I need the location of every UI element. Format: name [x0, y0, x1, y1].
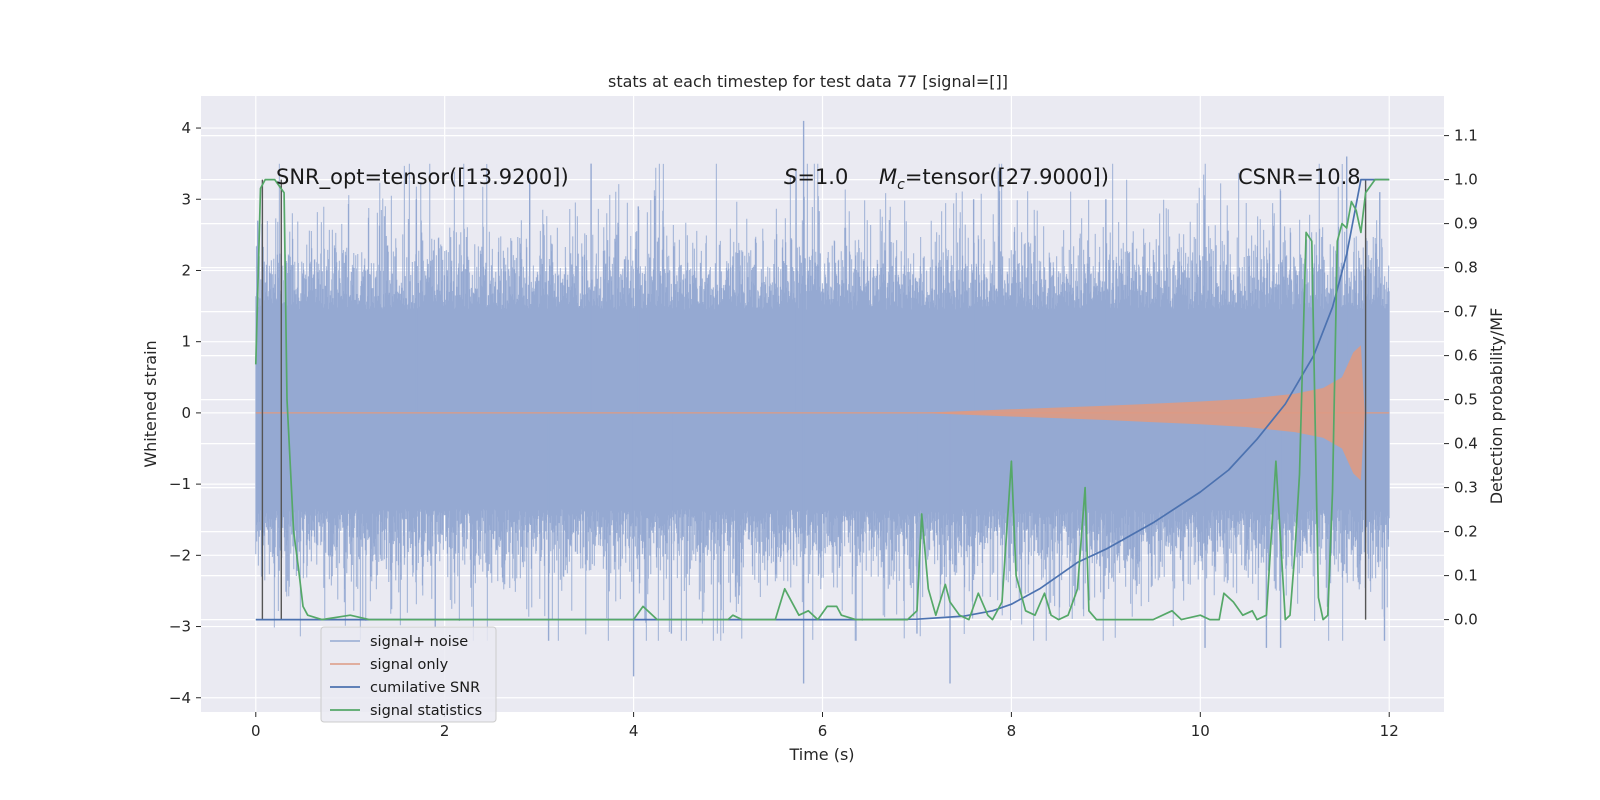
x-tick-label: 4	[629, 722, 639, 740]
right-tick-label: 0.6	[1454, 347, 1478, 365]
legend-entry: signal statistics	[370, 703, 482, 719]
x-tick-label: 8	[1007, 722, 1017, 740]
signal-statistics-line	[254, 178, 1390, 621]
y-tick-label: −2	[169, 546, 191, 564]
right-tick-label: 0.5	[1454, 391, 1478, 409]
x-tick-label: 10	[1191, 722, 1210, 740]
right-tick-label: 0.3	[1454, 479, 1478, 497]
legend-box	[320, 626, 497, 723]
csnr-annotation: CSNR=10.8	[1238, 165, 1361, 189]
x-tick-label: 6	[818, 722, 828, 740]
mc-value: =tensor([27.9000])	[905, 165, 1109, 189]
x-axis-ticks: 0 2 4 6 8 10 12	[251, 712, 1399, 740]
x-tick-label: 12	[1380, 722, 1399, 740]
y-tick-label: 1	[181, 333, 191, 351]
line-series	[254, 178, 1390, 621]
s-annotation: S=1.0	[784, 165, 848, 189]
legend-entry: signal only	[370, 657, 449, 673]
legend-entry: signal+ noise	[370, 634, 468, 650]
right-tick-label: 0.7	[1454, 303, 1478, 321]
mc-symbol: M	[879, 165, 897, 189]
s-symbol: S	[784, 165, 797, 189]
right-tick-label: 1.0	[1454, 171, 1478, 189]
right-axis-ticks: 0.0 0.1 0.2 0.3 0.4 0.5 0.6 0.7 0.8 0.9 1.0 1.1	[1444, 127, 1478, 629]
y-tick-label: −4	[169, 689, 191, 707]
marker-lines	[261, 179, 1367, 620]
signal-only-series	[255, 345, 1390, 481]
y-tick-label: 3	[181, 190, 191, 208]
right-tick-label: 0.4	[1454, 435, 1478, 453]
snr-opt-annotation: SNR_opt=tensor([13.9200])	[276, 165, 569, 190]
legend: signal+ noise signal only cumilative SNR si…	[320, 626, 497, 723]
y-tick-label: −1	[169, 475, 191, 493]
right-tick-label: 0.9	[1454, 215, 1478, 233]
right-tick-label: 0.2	[1454, 523, 1478, 541]
mc-annotation: Mc=tensor([27.9000])	[879, 165, 1109, 193]
right-tick-label: 0.0	[1454, 611, 1478, 629]
right-tick-label: 0.8	[1454, 259, 1478, 277]
legend-entry: cumilative SNR	[370, 680, 480, 696]
y-axis-label: Whitened strain	[141, 340, 160, 467]
s-value: =1.0	[797, 165, 848, 189]
y-axis-ticks: 4 3 2 1 0 −1 −2 −3 −4	[169, 119, 201, 707]
y-tick-label: 2	[181, 261, 191, 279]
signal-plus-noise-series	[255, 120, 1390, 684]
mc-subscript: c	[897, 177, 905, 193]
x-tick-label: 0	[251, 722, 261, 740]
y-tick-label: −3	[169, 618, 191, 636]
y-tick-label: 4	[181, 119, 191, 137]
right-axis-label: Detection probability/MF	[1487, 308, 1506, 505]
x-axis-label: Time (s)	[788, 745, 854, 764]
right-tick-label: 0.1	[1454, 567, 1478, 585]
y-tick-label: 0	[181, 404, 191, 422]
x-tick-label: 2	[440, 722, 450, 740]
cumulative-snr-line	[255, 178, 1390, 621]
chart-title: stats at each timestep for test data 77 …	[608, 72, 1008, 91]
right-tick-label: 1.1	[1454, 127, 1478, 145]
